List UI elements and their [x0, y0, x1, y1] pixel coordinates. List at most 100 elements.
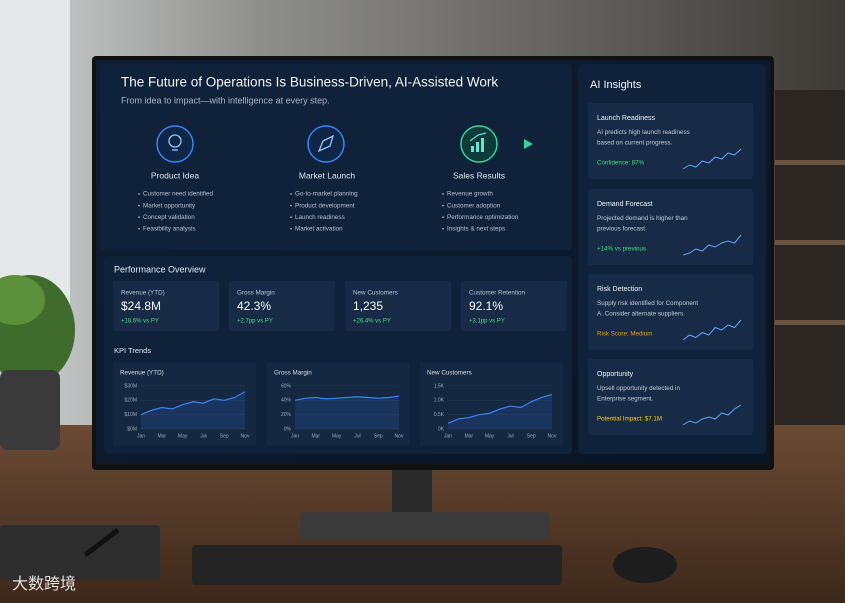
- x-tick-label: Jan: [444, 433, 452, 439]
- kpi-label: New Customers: [353, 290, 398, 297]
- bullet: [442, 193, 444, 195]
- sparkline: [682, 148, 742, 170]
- flow-arrow: [524, 139, 533, 149]
- step-item: Insights & next steps: [447, 225, 505, 232]
- y-tick-label: 0%: [284, 426, 292, 432]
- kpi-value: 92.1%: [469, 299, 503, 313]
- y-tick-label: $0M: [127, 426, 137, 432]
- plant: [0, 275, 45, 325]
- bullet: [442, 216, 444, 219]
- shelf: [775, 90, 845, 430]
- step-label: Market Launch: [299, 170, 355, 180]
- step-item: Performance optimization: [447, 214, 519, 221]
- bullet: [138, 216, 140, 219]
- sparkline: [682, 319, 742, 341]
- bullet: [290, 193, 292, 195]
- step-item: Launch readiness: [295, 214, 345, 221]
- kpi-label: Customer Retention: [469, 290, 525, 297]
- kpi-value: 1,235: [353, 299, 383, 313]
- insight-title: Demand Forecast: [597, 201, 653, 208]
- bullet: [290, 227, 292, 230]
- section-title: Performance Overview: [114, 264, 206, 274]
- x-tick-label: Jul: [200, 433, 206, 439]
- insight-note: Confidence: 87%: [597, 160, 645, 167]
- subtitle: From idea to impact—with intelligence at…: [121, 95, 330, 105]
- x-tick-label: Mar: [464, 433, 473, 439]
- insight-note: Risk Score: Medium: [597, 331, 652, 338]
- x-tick-label: May: [485, 433, 495, 439]
- x-tick-label: May: [332, 433, 342, 439]
- x-tick-label: May: [178, 433, 188, 439]
- bullet: [138, 227, 140, 230]
- insight-card: [588, 359, 753, 435]
- monitor-stand: [392, 468, 432, 516]
- kpi-label: Revenue (YTD): [121, 290, 165, 297]
- sparkline: [682, 234, 742, 256]
- kpi-change: +2.7pp vs PY: [237, 319, 273, 325]
- step-icon: [460, 125, 498, 163]
- step-label: Sales Results: [453, 170, 505, 180]
- trend-area: [295, 396, 399, 429]
- shelf-board: [775, 160, 845, 165]
- x-tick-label: Sep: [527, 433, 536, 439]
- keyboard: [192, 545, 562, 585]
- sparkline: [682, 404, 742, 426]
- y-tick-label: 60%: [281, 383, 292, 389]
- step-item: Go-to-market planning: [295, 191, 358, 198]
- x-tick-label: Jan: [137, 433, 145, 439]
- notebook: [0, 525, 160, 580]
- kpi-card: [345, 281, 451, 331]
- kpi-value: $24.8M: [121, 299, 161, 313]
- y-tick-label: 1.5K: [434, 383, 445, 389]
- shelf-board: [775, 320, 845, 325]
- monitor-base: [300, 512, 550, 540]
- insight-text: Upsell opportunity detected in Enterprise…: [597, 385, 680, 403]
- shelf-board: [775, 240, 845, 245]
- trend-area: [141, 391, 245, 429]
- insight-title: Risk Detection: [597, 286, 642, 293]
- insight-text: Projected demand is higher than previous …: [597, 215, 688, 233]
- watermark: 大数跨境: [12, 574, 76, 593]
- kpi-card: [461, 281, 567, 331]
- step-item: Market opportunity: [143, 202, 196, 209]
- bullet: [290, 204, 292, 207]
- trend-line: [294, 395, 400, 401]
- step-icon: [307, 125, 345, 163]
- y-tick-label: 0K: [438, 426, 445, 432]
- insight-text: Supply risk identified for Component A. C…: [597, 300, 698, 318]
- y-tick-label: 0.5K: [434, 412, 445, 418]
- kpi-value: 42.3%: [237, 299, 271, 313]
- step-item: Market activation: [295, 225, 343, 232]
- kpi-card: [229, 281, 335, 331]
- trend-line: [447, 394, 553, 424]
- chart-card: [420, 362, 563, 446]
- chart-title: Revenue (YTD): [120, 370, 164, 377]
- y-tick-label: 40%: [281, 398, 292, 404]
- y-tick-label: 20%: [281, 412, 292, 418]
- trend-area: [448, 394, 552, 429]
- window: [0, 0, 70, 330]
- x-tick-label: Nov: [395, 433, 404, 439]
- bullet: [442, 227, 444, 230]
- plant-pot: [0, 370, 60, 450]
- step-item: Concept validation: [143, 214, 195, 221]
- kpi-card: [113, 281, 219, 331]
- kpi-label: Gross Margin: [237, 290, 275, 297]
- step-item: Customer adoption: [447, 202, 501, 209]
- x-tick-label: Nov: [548, 433, 557, 439]
- x-tick-label: Mar: [157, 433, 166, 439]
- pen: [83, 528, 120, 557]
- insight-title: Opportunity: [597, 371, 634, 378]
- insight-note: +14% vs previous: [597, 246, 646, 253]
- insight-text: AI predicts high launch readiness based o…: [597, 129, 690, 147]
- y-tick-label: $30M: [124, 383, 137, 389]
- kpi-change: +3.1pp vs PY: [469, 319, 505, 325]
- step-label: Product Idea: [151, 170, 199, 180]
- x-tick-label: Nov: [241, 433, 250, 439]
- y-tick-label: $20M: [124, 398, 137, 404]
- kpi-change: +18.6% vs PY: [121, 319, 159, 325]
- section-title: KPI Trends: [114, 346, 151, 355]
- x-tick-label: Sep: [374, 433, 383, 439]
